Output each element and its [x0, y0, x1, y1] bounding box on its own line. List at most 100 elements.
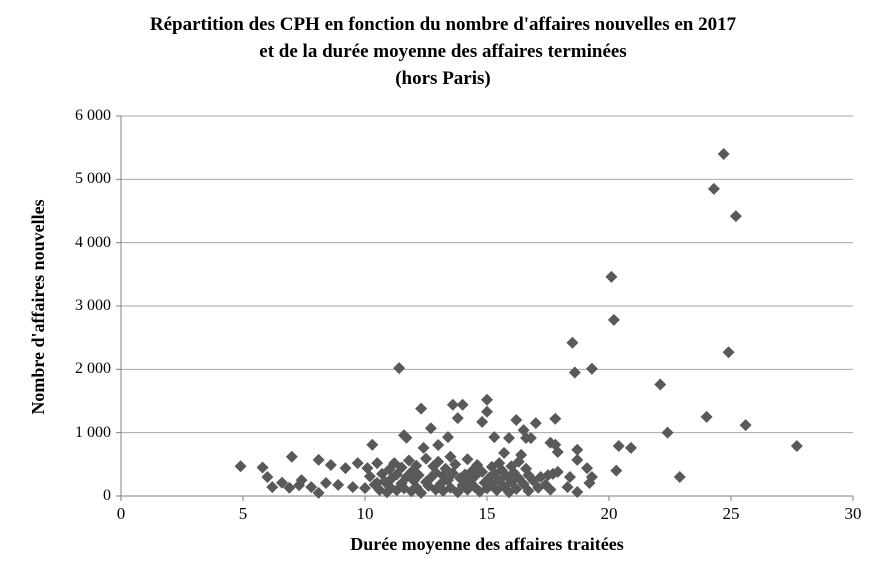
chart-title: Répartition des CPH en fonction du nombr… — [0, 11, 886, 92]
y-axis-tick-label: 5 000 — [75, 170, 111, 188]
data-point — [673, 471, 686, 483]
data-point — [432, 455, 445, 468]
data-point — [363, 470, 376, 483]
data-point — [488, 431, 501, 444]
data-point — [432, 439, 445, 452]
data-point — [456, 398, 469, 411]
data-point — [451, 412, 464, 425]
data-point — [234, 460, 247, 473]
data-point — [700, 410, 713, 423]
data-point — [417, 441, 430, 454]
data-point — [510, 483, 523, 496]
y-axis-tick-label: 3 000 — [75, 297, 111, 314]
data-point — [305, 481, 318, 494]
data-point — [400, 431, 413, 444]
x-axis-title: Durée moyenne des affaires traitées — [350, 534, 624, 554]
x-axis-tick-label: 30 — [844, 504, 862, 523]
data-point — [739, 419, 752, 432]
data-point — [446, 398, 459, 411]
y-axis-tick-label: 0 — [103, 487, 111, 504]
data-point — [510, 414, 523, 426]
data-point — [605, 270, 618, 283]
data-point — [500, 469, 513, 482]
data-point — [402, 454, 415, 467]
x-axis-tick-label: 15 — [478, 504, 496, 523]
data-point — [371, 457, 384, 470]
data-point — [505, 460, 518, 473]
data-point — [476, 415, 489, 428]
data-point — [790, 439, 803, 452]
data-point — [346, 481, 359, 494]
data-point — [707, 182, 720, 195]
data-point — [283, 481, 296, 494]
data-point — [415, 486, 428, 499]
data-point — [481, 393, 493, 406]
data-point — [332, 478, 345, 491]
data-point — [612, 439, 625, 452]
data-point — [717, 148, 730, 160]
data-point — [412, 469, 425, 482]
data-point — [366, 438, 379, 451]
data-point — [585, 471, 598, 483]
data-point — [624, 441, 637, 454]
data-point — [566, 336, 579, 349]
data-point — [256, 461, 269, 474]
data-point — [351, 457, 364, 470]
data-point — [551, 465, 564, 478]
data-point — [266, 481, 279, 494]
data-point — [395, 461, 408, 474]
data-point — [261, 471, 274, 483]
data-point — [515, 448, 528, 461]
data-point — [661, 426, 674, 439]
x-axis-tick-label: 0 — [116, 504, 126, 523]
y-axis-tick-label: 4 000 — [75, 233, 111, 251]
data-point — [324, 458, 337, 471]
data-point — [420, 452, 432, 465]
data-point — [359, 482, 371, 495]
data-point — [571, 443, 584, 456]
data-point — [502, 432, 515, 445]
data-point — [461, 453, 474, 466]
data-point — [571, 453, 584, 466]
data-point — [285, 450, 298, 463]
data-point — [571, 486, 584, 499]
data-point — [722, 346, 735, 359]
data-point — [610, 464, 623, 477]
x-axis-tick-label: 5 — [238, 504, 248, 523]
data-point — [551, 445, 564, 458]
data-point — [505, 476, 518, 489]
chart-title-line-3: (hors Paris) — [395, 68, 491, 89]
data-point — [449, 458, 462, 471]
data-point — [339, 462, 352, 475]
data-point — [476, 465, 489, 478]
data-point — [549, 412, 562, 425]
data-point — [607, 313, 620, 326]
data-point — [544, 483, 557, 496]
data-point — [295, 474, 308, 487]
data-point — [563, 471, 576, 483]
y-axis-tick-label: 6 000 — [75, 107, 111, 124]
y-axis-tick-label: 2 000 — [75, 360, 111, 378]
data-point — [561, 481, 574, 494]
data-point — [446, 467, 459, 480]
data-point — [581, 462, 594, 475]
data-point — [585, 362, 598, 375]
data-point — [502, 486, 515, 499]
data-point — [568, 366, 581, 379]
y-axis-tick-label: 1 000 — [75, 423, 111, 441]
data-point — [410, 459, 423, 472]
data-point — [498, 446, 511, 459]
data-point — [481, 405, 493, 418]
data-point — [393, 362, 406, 375]
x-axis-tick-label: 10 — [356, 504, 374, 523]
x-axis-tick-label: 25 — [722, 504, 740, 523]
data-point — [415, 402, 428, 415]
data-point — [441, 431, 454, 444]
data-point — [729, 210, 742, 223]
data-point — [319, 477, 332, 490]
x-axis-tick-label: 20 — [600, 504, 618, 523]
data-point — [524, 432, 537, 445]
data-point — [312, 453, 325, 466]
data-point — [522, 484, 535, 497]
